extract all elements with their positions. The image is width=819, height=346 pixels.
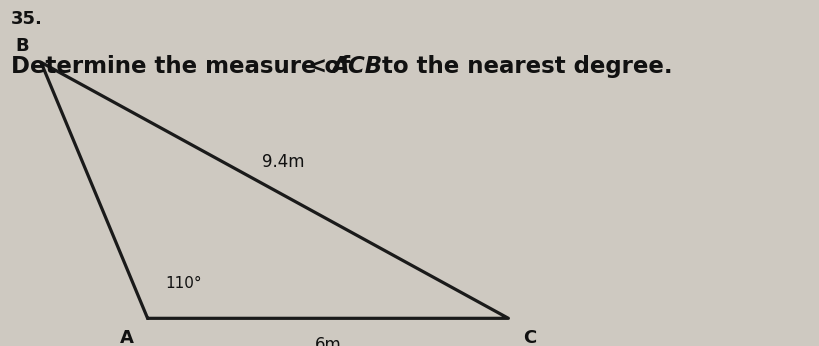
Text: <: < xyxy=(308,55,335,78)
Text: 9.4m: 9.4m xyxy=(261,153,304,171)
Text: A: A xyxy=(120,329,133,346)
Text: C: C xyxy=(523,329,536,346)
Text: 6m: 6m xyxy=(314,336,341,346)
Text: 35.: 35. xyxy=(11,10,43,28)
Text: 110°: 110° xyxy=(165,276,202,291)
Text: Determine the measure of: Determine the measure of xyxy=(11,55,357,78)
Text: to the nearest degree.: to the nearest degree. xyxy=(373,55,672,78)
Text: B: B xyxy=(15,37,29,55)
Text: ACB: ACB xyxy=(331,55,382,78)
